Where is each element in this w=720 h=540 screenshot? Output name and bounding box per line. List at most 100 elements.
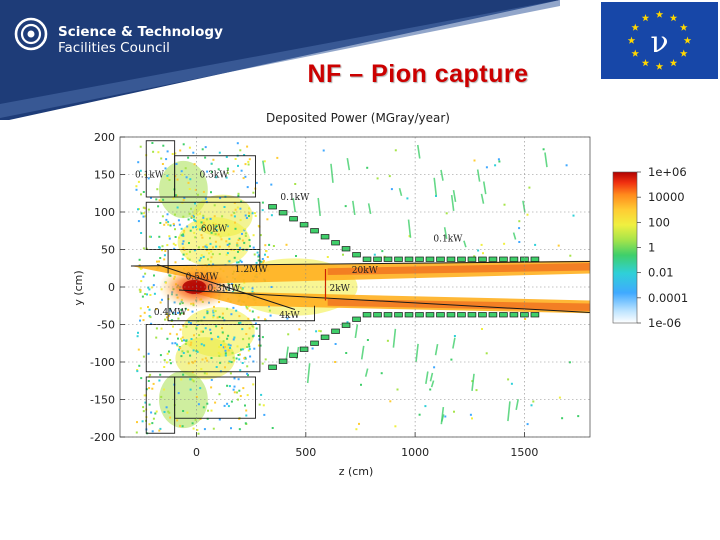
heat-cell	[180, 378, 183, 381]
heat-cell	[175, 163, 178, 165]
coil-segment	[467, 312, 477, 318]
heat-cell	[176, 206, 179, 209]
heat-cell	[158, 199, 161, 202]
eu-flag-icon: ν	[601, 2, 718, 79]
heat-cell	[226, 167, 229, 170]
heat-cell	[238, 358, 241, 361]
heat-cell	[244, 422, 247, 425]
heat-cell	[206, 312, 209, 315]
heat-cell	[137, 208, 139, 211]
heat-cell	[242, 387, 245, 390]
heat-cell	[236, 244, 239, 247]
heat-cell	[237, 194, 240, 197]
heat-cell	[210, 378, 213, 381]
heat-cell	[197, 403, 200, 406]
heat-cell	[235, 261, 238, 264]
heat-streak	[330, 163, 334, 183]
heat-cell	[194, 220, 197, 222]
heat-cell	[469, 413, 472, 416]
heat-cell	[238, 249, 241, 251]
heat-cell	[236, 242, 239, 245]
heat-cell	[152, 284, 155, 287]
heat-cell	[163, 388, 165, 391]
heat-cell	[178, 223, 181, 226]
flag-star-icon	[669, 14, 678, 22]
heat-cell	[204, 226, 207, 229]
heat-cell	[174, 228, 176, 231]
heat-cell	[408, 235, 411, 238]
heat-cell	[294, 183, 297, 185]
shield-block	[174, 155, 256, 198]
heat-region	[159, 370, 208, 429]
heat-cell	[233, 359, 236, 362]
heat-cell	[142, 319, 145, 322]
heat-cell	[169, 309, 172, 312]
heat-cell	[528, 186, 531, 189]
heat-cell	[199, 228, 202, 231]
heat-cell	[510, 382, 513, 385]
heat-cell	[226, 307, 229, 310]
heat-cell	[135, 188, 138, 191]
heat-cell	[163, 359, 166, 362]
heat-streak	[480, 193, 485, 204]
heat-cell	[228, 242, 231, 245]
heat-cell	[225, 253, 228, 256]
heat-cell	[498, 160, 501, 163]
heat-cell	[186, 350, 189, 353]
heat-cell	[202, 214, 205, 217]
heat-cell	[144, 293, 147, 295]
heat-cell	[166, 177, 169, 180]
heat-cell	[236, 142, 239, 145]
heat-streak	[392, 328, 397, 348]
coil-segment	[457, 256, 466, 262]
x-axis: 0 500 1000 1500	[193, 432, 538, 459]
heat-cell	[161, 249, 163, 252]
heat-cell	[213, 310, 216, 312]
heat-cell	[268, 243, 271, 246]
heat-cell	[475, 389, 478, 392]
heat-cell	[176, 343, 178, 346]
heat-cell	[503, 242, 506, 245]
heat-cell	[237, 398, 239, 401]
heat-cell	[243, 154, 246, 156]
heat-cell	[179, 347, 182, 349]
heat-cell	[471, 380, 474, 383]
heat-cell	[147, 208, 150, 211]
heat-cell	[237, 354, 240, 356]
heat-cell	[155, 336, 158, 339]
coil-segment	[278, 210, 288, 216]
heat-cell	[182, 253, 185, 256]
heat-cell	[212, 314, 215, 317]
coil-segment	[478, 312, 487, 318]
heat-cell	[158, 429, 161, 432]
heat-cell	[189, 354, 192, 357]
heat-cell	[253, 253, 256, 256]
coil-segment	[394, 312, 403, 318]
coil-segment	[499, 312, 508, 318]
heat-cell	[187, 218, 190, 221]
heat-streak	[440, 169, 444, 181]
heat-cell	[238, 353, 241, 356]
heat-cell	[173, 224, 175, 227]
heat-cell	[224, 352, 227, 355]
heat-cell	[143, 207, 146, 210]
heat-streak	[433, 177, 437, 196]
heat-cell	[210, 338, 213, 341]
heat-cell	[215, 245, 218, 248]
heat-cell	[286, 317, 289, 320]
x-axis-label: z (cm)	[339, 465, 374, 478]
heat-cell	[388, 175, 391, 178]
heat-cell	[222, 340, 225, 343]
heat-cell	[209, 217, 212, 220]
heat-cell	[376, 177, 379, 180]
heat-cell	[160, 157, 163, 160]
y-tick-label: 150	[94, 169, 115, 182]
power-annotation: 0.1kW	[280, 193, 310, 203]
power-annotation: 0.4MW	[154, 308, 188, 318]
heat-cell	[137, 348, 140, 351]
heat-cell	[200, 330, 203, 333]
slide-title: NF – Pion capture	[307, 60, 529, 88]
heat-cell	[182, 352, 185, 354]
heat-cell	[453, 335, 456, 337]
heat-cell	[244, 214, 247, 217]
